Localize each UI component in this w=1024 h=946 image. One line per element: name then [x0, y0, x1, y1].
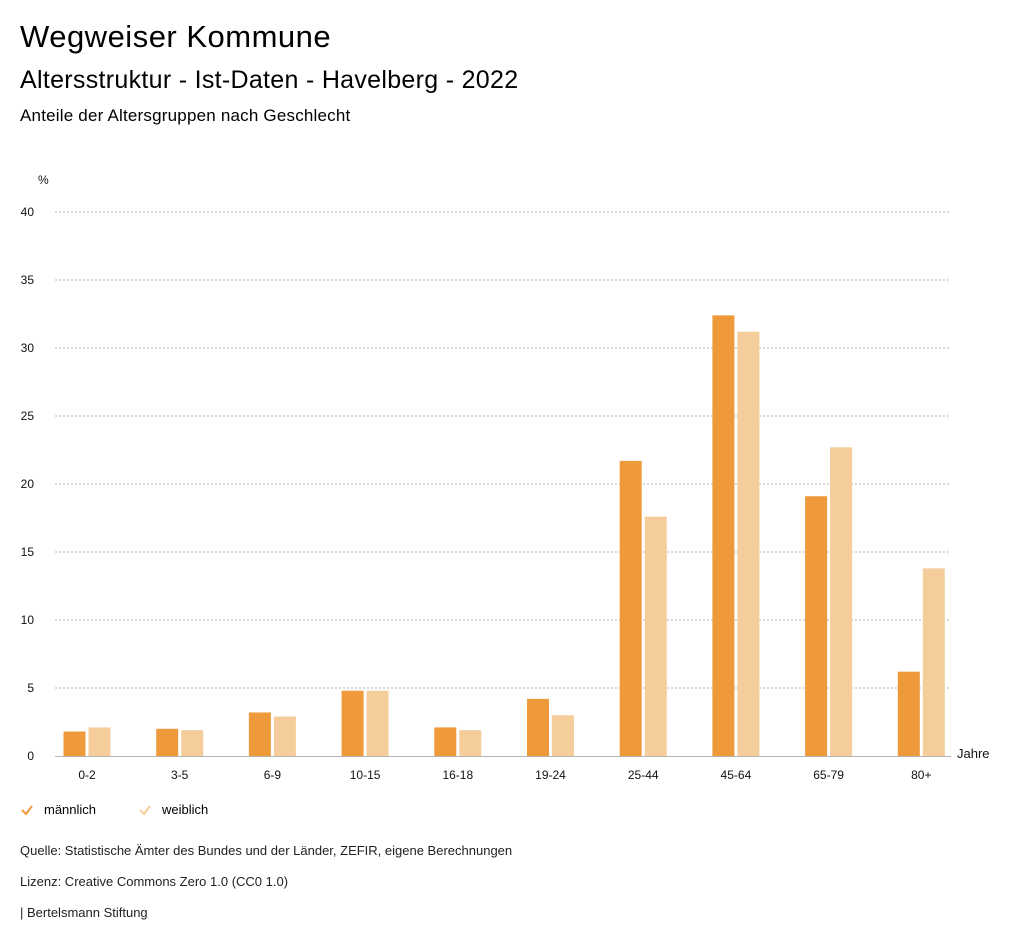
bar-maennlich: [619, 460, 642, 756]
bar-maennlich: [805, 496, 828, 756]
x-tick-label: 0-2: [78, 768, 96, 782]
y-tick-label: 20: [21, 477, 35, 491]
legend-item-weiblich[interactable]: weiblich: [138, 802, 208, 817]
bar-weiblich: [88, 727, 111, 756]
y-tick-label: 5: [27, 681, 34, 695]
bar-weiblich: [552, 715, 574, 756]
bar-weiblich: [459, 730, 482, 756]
y-tick-label: 35: [21, 273, 35, 287]
source-note: Quelle: Statistische Ämter des Bundes un…: [20, 843, 513, 858]
y-axis-label: %: [38, 173, 49, 187]
bar-maennlich: [248, 712, 271, 756]
check-icon: [21, 804, 33, 816]
x-axis-label: Jahre: [957, 746, 990, 761]
y-tick-label: 10: [21, 613, 35, 627]
y-tick-label: 40: [21, 205, 35, 219]
bar-maennlich: [156, 728, 179, 756]
y-tick-label: 0: [27, 749, 34, 763]
bar-weiblich: [644, 516, 667, 756]
x-tick-label: 10-15: [350, 768, 381, 782]
chart-title: Anteile der Altersgruppen nach Geschlech…: [20, 106, 351, 125]
x-tick-label: 16-18: [442, 768, 473, 782]
bar-maennlich: [434, 727, 457, 756]
license-note: Lizenz: Creative Commons Zero 1.0 (CC0 1…: [20, 874, 289, 889]
bar-maennlich: [63, 731, 86, 756]
page-title: Wegweiser Kommune: [20, 19, 332, 54]
legend-item-maennlich[interactable]: männlich: [20, 802, 96, 817]
x-tick-label: 65-79: [813, 768, 844, 782]
publisher-note: | Bertelsmann Stiftung: [20, 905, 148, 920]
x-tick-label: 25-44: [628, 768, 659, 782]
x-tick-label: 19-24: [535, 768, 566, 782]
legend-label-weiblich: weiblich: [162, 802, 209, 817]
bar-maennlich: [527, 698, 549, 756]
y-tick-label: 25: [21, 409, 35, 423]
x-tick-label: 80+: [911, 768, 931, 782]
y-tick-label: 30: [21, 341, 35, 355]
bar-weiblich: [922, 568, 945, 756]
page-subtitle: Altersstruktur - Ist-Daten - Havelberg -…: [20, 66, 519, 94]
x-tick-label: 6-9: [264, 768, 282, 782]
x-tick-label: 45-64: [721, 768, 752, 782]
y-tick-label: 15: [21, 545, 35, 559]
bar-chart: 0 5 10 15 20 25 30 35 40% Jahre 0-2 3-5 6-9 10-15 16-1…: [21, 173, 990, 782]
legend-label-maennlich: männlich: [44, 802, 97, 817]
bar-weiblich: [273, 716, 296, 756]
bar-maennlich: [341, 690, 364, 756]
bar-maennlich: [712, 315, 735, 756]
bar-weiblich: [181, 730, 204, 756]
check-icon: [139, 804, 151, 816]
bar-weiblich: [366, 690, 389, 756]
x-tick-label: 3-5: [171, 768, 189, 782]
bar-maennlich: [897, 671, 920, 756]
bar-weiblich: [737, 331, 760, 756]
bar-weiblich: [830, 447, 853, 756]
